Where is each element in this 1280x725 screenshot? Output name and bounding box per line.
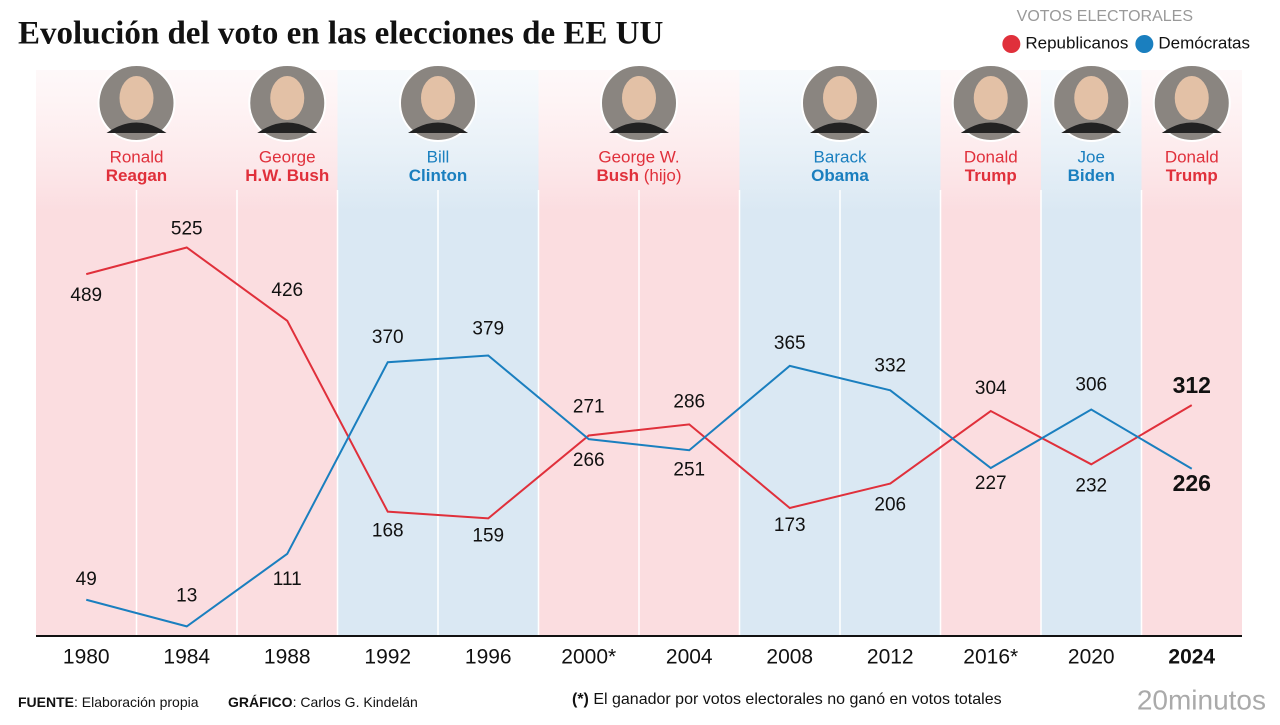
x-tick-label: 2004 <box>666 646 713 669</box>
value-label: 365 <box>774 333 806 354</box>
value-label: 266 <box>573 450 605 471</box>
value-label: 332 <box>874 355 906 376</box>
president-first-name: George <box>259 147 316 166</box>
value-label: 379 <box>472 319 504 340</box>
x-tick-label: 2016* <box>963 646 1018 669</box>
value-label: 304 <box>975 378 1007 399</box>
president-first-name: Ronald <box>110 147 164 166</box>
value-label: 111 <box>273 569 302 590</box>
portrait-suit <box>609 122 669 133</box>
president-last-name: H.W. Bush <box>245 166 329 185</box>
portrait-face <box>119 76 154 120</box>
footer-note: (*) El ganador por votos electorales no … <box>572 691 1002 708</box>
portrait-face <box>1074 76 1109 120</box>
portrait-face <box>1174 76 1209 120</box>
president-first-name: Barack <box>814 147 867 166</box>
value-label: 251 <box>673 459 705 480</box>
president-last-name: Trump <box>965 166 1017 185</box>
value-label: 173 <box>774 515 806 536</box>
president-first-name: Joe <box>1078 147 1105 166</box>
logo: 20minutos <box>1137 684 1266 715</box>
footer-graphic: GRÁFICO: Carlos G. Kindelán <box>228 694 418 710</box>
legend-marker <box>1135 35 1154 53</box>
footer-source: FUENTE: Elaboración propia <box>18 694 199 710</box>
value-label: 370 <box>372 327 404 348</box>
x-tick-label: 2024 <box>1168 646 1215 669</box>
x-tick-label: 1988 <box>264 646 311 669</box>
x-tick-label: 1984 <box>163 646 210 669</box>
legend-marker <box>1002 35 1021 53</box>
value-label: 286 <box>673 391 705 412</box>
portrait-suit <box>960 122 1021 133</box>
x-tick-label: 2008 <box>766 646 813 669</box>
president-first-name: George W. <box>598 147 679 166</box>
x-tick-label: 2012 <box>867 646 914 669</box>
value-label: 226 <box>1173 470 1211 496</box>
portrait-suit <box>1161 122 1222 133</box>
value-label: 312 <box>1173 372 1211 398</box>
value-label: 525 <box>171 219 203 240</box>
portrait-suit <box>1061 122 1122 133</box>
x-tick-label: 1992 <box>364 646 411 669</box>
portrait-suit <box>408 122 468 133</box>
value-label: 49 <box>76 569 97 590</box>
value-label: 306 <box>1075 375 1107 396</box>
value-label: 489 <box>70 285 102 306</box>
x-tick-label: 1980 <box>63 646 110 669</box>
portrait-face <box>823 76 857 120</box>
legend-label: Demócratas <box>1158 33 1250 52</box>
term-band <box>1041 70 1142 636</box>
portrait-face <box>270 76 305 120</box>
term-band <box>940 70 1041 636</box>
portrait-suit <box>810 122 870 133</box>
x-tick-label: 1996 <box>465 646 512 669</box>
president-last-name: Reagan <box>106 166 167 185</box>
value-label: 227 <box>975 473 1007 494</box>
value-label: 13 <box>176 585 197 606</box>
president-first-name: Donald <box>1165 147 1219 166</box>
value-label: 426 <box>271 280 303 301</box>
x-tick-label: 2000* <box>561 646 616 669</box>
term-band <box>237 70 338 636</box>
president-last-name: Bush (hijo) <box>596 166 681 185</box>
president-last-name: Obama <box>811 166 869 185</box>
president-last-name: Biden <box>1068 166 1115 185</box>
president-last-name: Trump <box>1166 166 1218 185</box>
president-first-name: Donald <box>964 147 1018 166</box>
value-label: 159 <box>472 525 504 546</box>
x-tick-label: 2020 <box>1068 646 1115 669</box>
portrait-face <box>622 76 656 120</box>
value-label: 232 <box>1075 475 1107 496</box>
series-line <box>85 354 1193 628</box>
chart-title: Evolución del voto en las elecciones de … <box>18 16 663 52</box>
portrait-face <box>421 76 455 120</box>
term-band <box>1141 70 1242 636</box>
portrait-suit <box>257 122 318 133</box>
legend-title: VOTOS ELECTORALES <box>1017 8 1193 25</box>
legend-label: Republicanos <box>1025 33 1128 52</box>
value-label: 271 <box>573 396 605 417</box>
portrait-suit <box>106 122 167 133</box>
president-first-name: Bill <box>427 147 450 166</box>
portrait-face <box>973 76 1008 120</box>
president-last-name: Clinton <box>409 166 468 185</box>
value-label: 206 <box>874 495 906 516</box>
value-label: 168 <box>372 521 404 542</box>
series-line <box>85 246 1193 520</box>
